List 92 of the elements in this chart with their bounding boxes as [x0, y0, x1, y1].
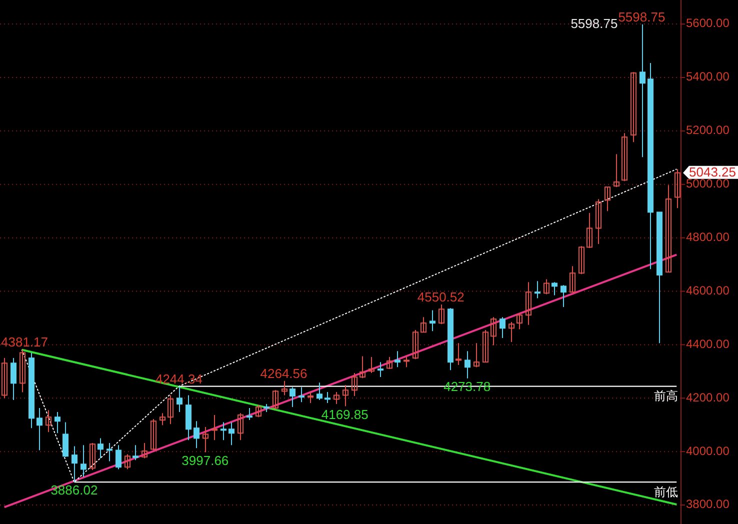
annotation: 3886.02 [50, 482, 98, 498]
candlestick [150, 418, 156, 451]
candlestick [308, 392, 314, 404]
text: 5043.25 [689, 164, 736, 180]
candlestick [368, 356, 374, 374]
candlestick [220, 422, 226, 441]
candlestick [640, 24, 646, 158]
candlestick [176, 386, 182, 413]
candlestick [500, 316, 506, 339]
candlestick [256, 404, 262, 418]
candlestick [420, 316, 426, 333]
annotation: 4550.52 [417, 289, 464, 304]
candlestick [456, 342, 462, 366]
annotation: 4264.56 [260, 366, 308, 381]
annotation: 4169.85 [321, 406, 368, 422]
candlestick [98, 438, 104, 459]
candlestick [54, 412, 60, 434]
candlestick [168, 394, 174, 425]
candlestick [342, 384, 348, 407]
y-tick-label: 5200.00 [686, 123, 730, 138]
candlestick [614, 154, 620, 188]
annotation: 5598.75 [618, 9, 666, 24]
y-tick-label: 4800.00 [686, 230, 730, 244]
y-tick-label: 5600.00 [686, 16, 730, 30]
candlestick [412, 330, 418, 360]
candlestick [360, 356, 366, 379]
candlestick [298, 386, 304, 403]
y-tick-label: 4400.00 [686, 336, 730, 351]
candlestick [526, 282, 532, 326]
candlestick [72, 446, 78, 483]
annotation: 4381.17 [1, 334, 48, 350]
candlestick [570, 266, 576, 293]
candlestick [352, 372, 358, 397]
series-label: 前高 [654, 389, 678, 404]
candlestick [544, 278, 550, 295]
candlestick [630, 72, 636, 143]
candlestick [160, 412, 166, 426]
candlestick [238, 412, 244, 441]
candlestick [378, 362, 384, 378]
candlestick [282, 380, 288, 396]
candlestick [386, 356, 392, 370]
candlestick [90, 442, 96, 471]
candlestick [560, 284, 566, 308]
y-tick-label: 5000.00 [686, 176, 730, 191]
candlestick [194, 420, 200, 449]
candlestick [404, 356, 410, 368]
candlestick [430, 310, 436, 332]
y-tick-label: 4200.00 [686, 390, 730, 404]
candlestick [552, 282, 558, 296]
candlestick [490, 316, 496, 346]
candlestick [534, 280, 540, 299]
candlestick [124, 454, 130, 470]
candlestick [508, 321, 514, 343]
y-tick-label: 4000.00 [686, 444, 730, 458]
candlestick [482, 330, 488, 363]
candlestick [10, 358, 16, 401]
candlestick [464, 350, 470, 379]
y-tick-label: 4600.00 [686, 283, 730, 298]
candlestick [622, 132, 628, 182]
candlestick [246, 408, 252, 421]
candlestick [80, 444, 86, 478]
candlestick [36, 408, 42, 451]
candlestick [394, 350, 400, 368]
y-tick-label: 3800.00 [686, 497, 730, 512]
candlestick [62, 422, 68, 458]
candlestick [516, 312, 522, 330]
candlestick [132, 444, 138, 461]
candlestick [20, 349, 26, 393]
candlestick [438, 304, 444, 325]
candlestick [228, 422, 234, 446]
candlestick [116, 444, 122, 470]
candlestick [596, 198, 602, 244]
candlestick [324, 392, 330, 404]
candlestick [290, 386, 296, 408]
candlestick [474, 342, 480, 368]
candlestick [106, 442, 112, 462]
series-label: 前低 [654, 484, 678, 499]
candlestick [272, 390, 278, 410]
candlestick [2, 358, 8, 399]
candlestick [142, 442, 148, 459]
candlestick [334, 392, 340, 405]
candlestick [604, 186, 610, 212]
candlestick [586, 212, 592, 248]
annotation: 5598.75 [570, 16, 618, 31]
candlestick [212, 414, 218, 441]
candlestick [666, 184, 672, 273]
candlestick [578, 246, 584, 275]
y-tick-label: 5400.00 [686, 70, 730, 84]
candlestick [202, 426, 208, 453]
candlestick [46, 410, 52, 433]
annotation: 3997.66 [182, 452, 229, 468]
candlestick [316, 382, 322, 401]
